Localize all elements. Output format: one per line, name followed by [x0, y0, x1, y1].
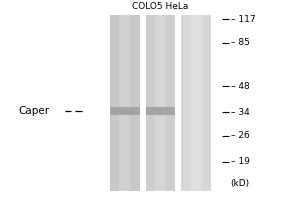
Bar: [110, 107, 140, 115]
Text: – 48: – 48: [231, 82, 249, 91]
Text: – 26: – 26: [231, 131, 249, 140]
Text: Caper: Caper: [19, 106, 50, 116]
Bar: [182, 15, 211, 191]
Bar: [119, 15, 130, 191]
Text: – 117: – 117: [231, 15, 255, 24]
Bar: [155, 15, 166, 191]
Bar: [146, 15, 176, 191]
Bar: [110, 15, 140, 191]
Bar: [191, 15, 202, 191]
Text: – 34: – 34: [231, 108, 249, 117]
Bar: [146, 107, 176, 115]
Text: – 19: – 19: [231, 157, 250, 166]
Text: – 85: – 85: [231, 38, 250, 47]
Text: (kD): (kD): [231, 179, 250, 188]
Text: COLO5 HeLa: COLO5 HeLa: [132, 2, 189, 11]
